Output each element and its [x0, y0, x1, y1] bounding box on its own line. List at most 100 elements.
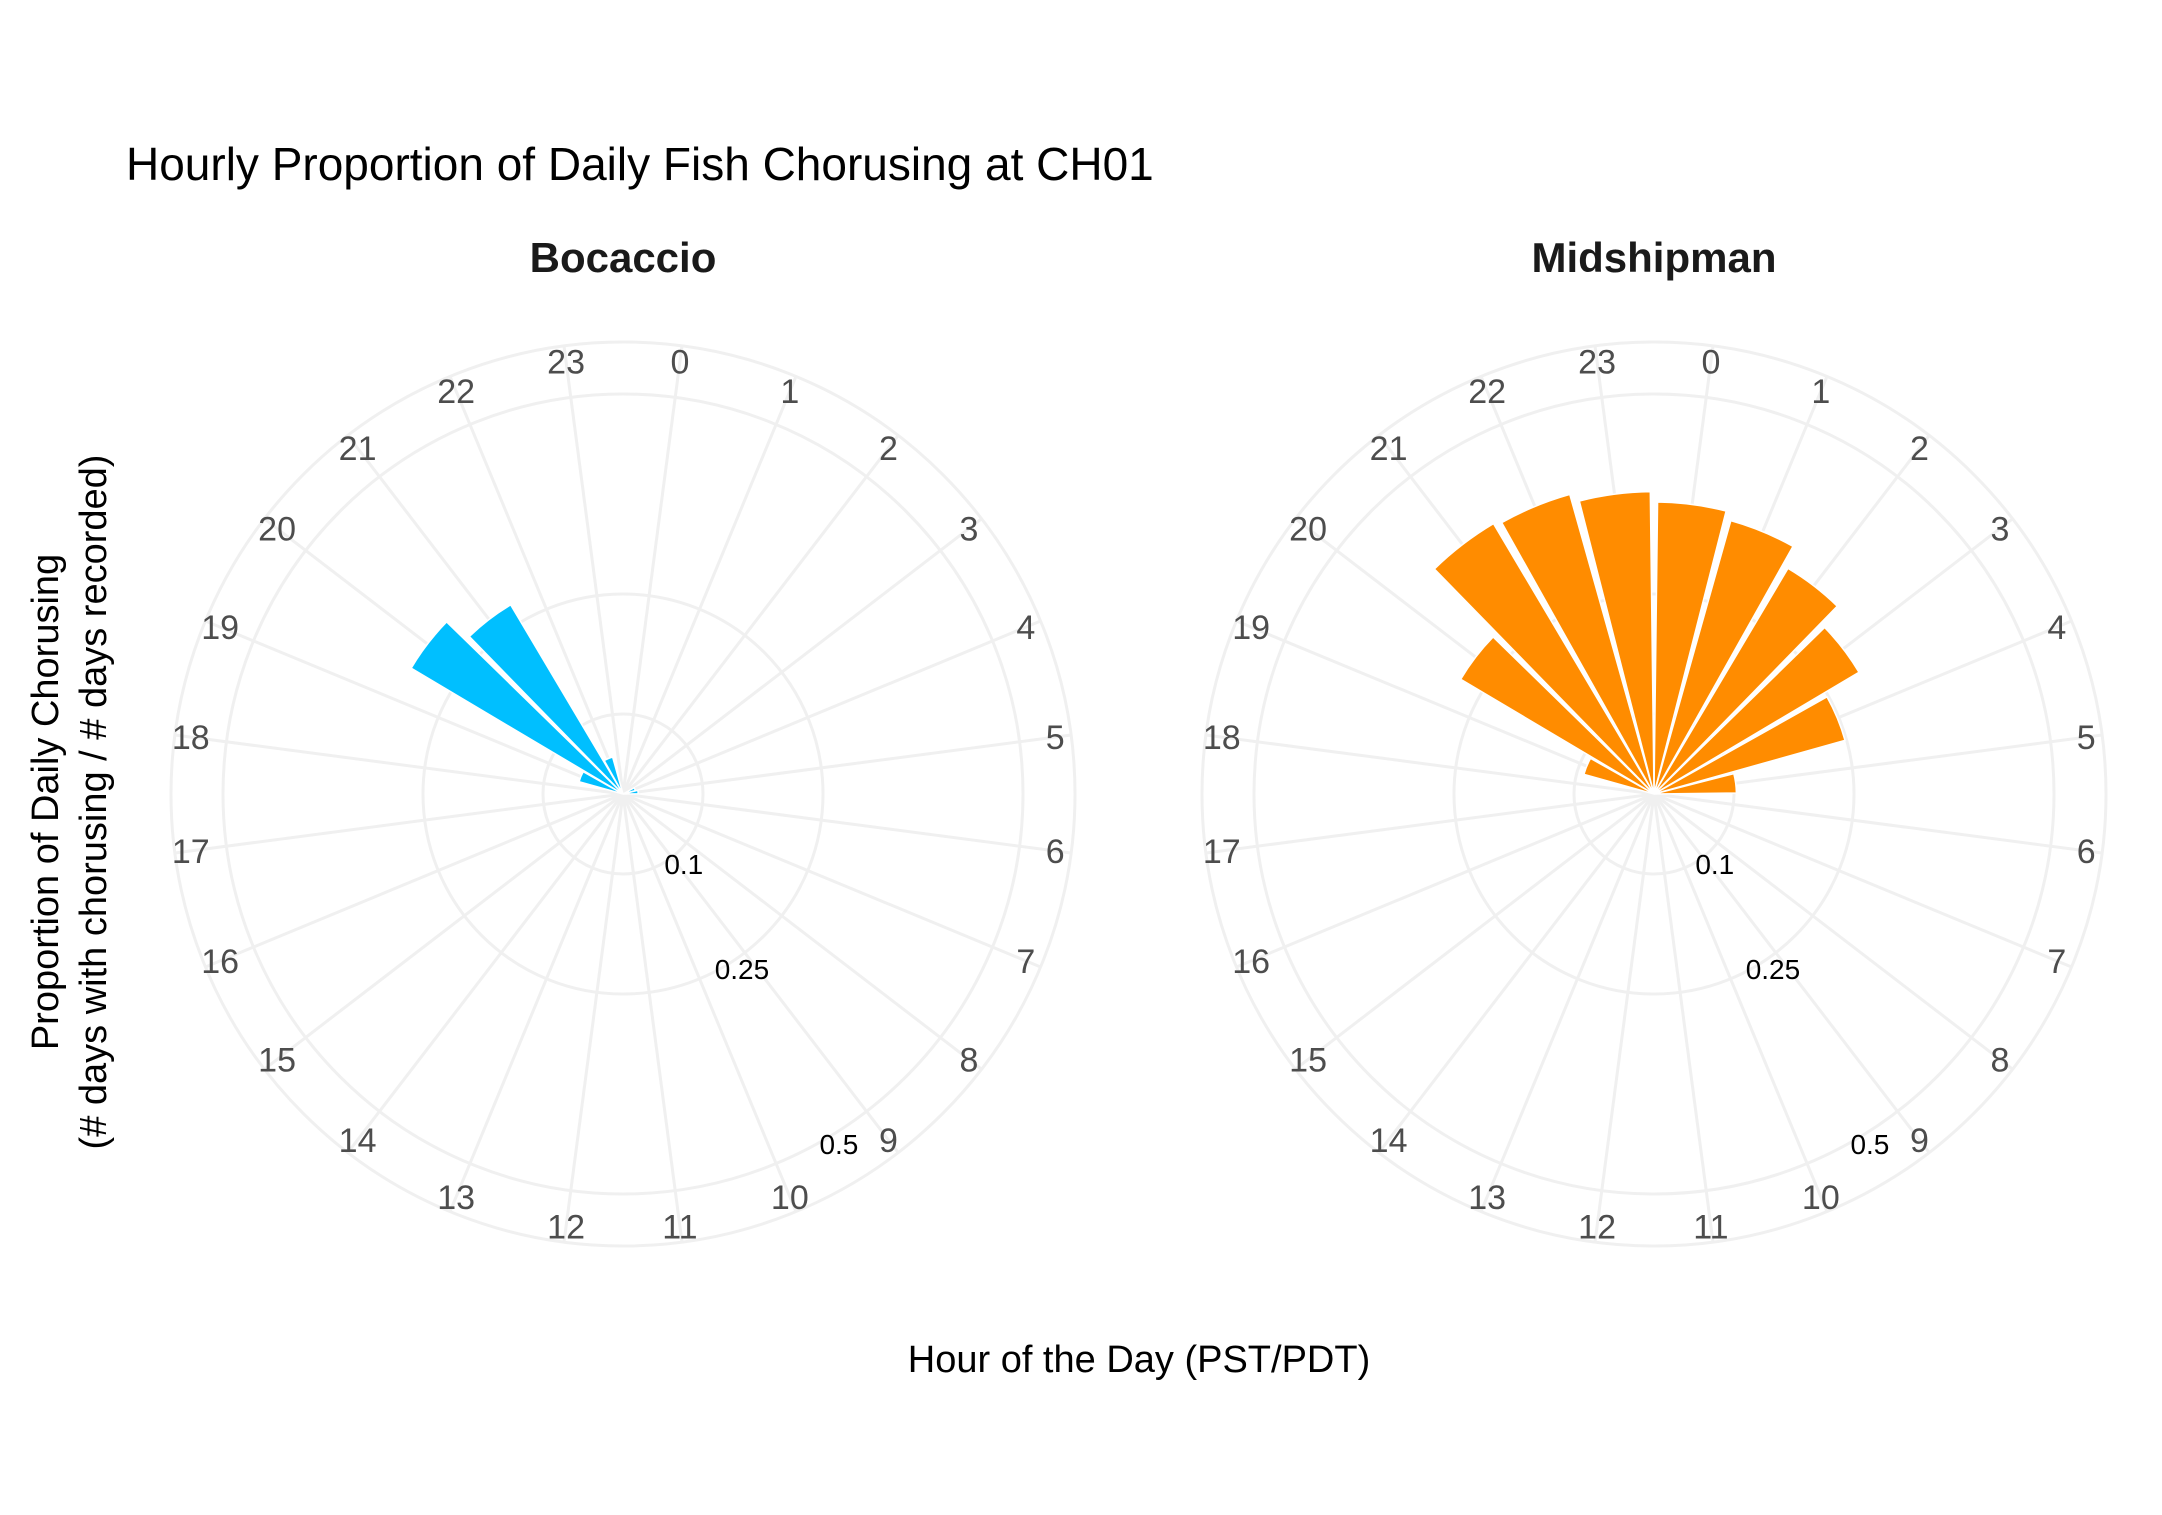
hour-tick-label: 6 [2077, 833, 2096, 871]
grid-spoke [448, 375, 625, 795]
bar-hour-3 [1653, 626, 1861, 795]
bars [1433, 490, 1861, 795]
hour-tick-label: 5 [2077, 719, 2096, 757]
grid-spoke [622, 792, 1072, 855]
grid-spoke [621, 434, 900, 795]
bar-hour-2 [1653, 567, 1839, 795]
grid-spoke [263, 792, 624, 1071]
grid-spoke [621, 793, 798, 1213]
grid-ring [1200, 340, 2108, 1248]
hour-tick-label: 18 [172, 719, 210, 757]
bar-hour-5 [622, 789, 639, 795]
hour-tick-label: 1 [1811, 373, 1830, 411]
grid-ring [221, 392, 1025, 1196]
grid-spoke [621, 375, 798, 795]
bar-hour-22 [603, 756, 624, 795]
y-axis-label-line-2: (# days with chorusing / # days recorded… [73, 455, 115, 1150]
bar-hour-22 [1500, 493, 1655, 795]
hour-tick-label: 8 [1990, 1041, 2009, 1079]
grid-spoke [1652, 793, 1931, 1154]
grid-spoke [622, 619, 1042, 796]
hour-tick-label: 15 [1289, 1041, 1327, 1079]
hour-tick-label: 0 [670, 344, 689, 382]
hour-tick-label: 3 [1990, 511, 2009, 549]
hour-tick-label: 9 [1910, 1122, 1929, 1160]
bar-hour-20 [410, 620, 624, 795]
x-axis-label: Hour of the Day (PST/PDT) [908, 1339, 1370, 1381]
grid-spoke [1653, 792, 2014, 1071]
bar-hour-1 [1653, 519, 1795, 795]
radial-tick-label: 0.25 [715, 954, 770, 985]
hour-tick-label: 11 [1693, 1208, 1728, 1246]
hour-tick-label: 15 [258, 1041, 296, 1079]
hour-tick-label: 20 [258, 511, 296, 549]
hour-tick-label: 17 [1203, 833, 1241, 871]
hour-tick-label: 6 [1046, 833, 1065, 871]
grid-spoke [562, 793, 625, 1243]
grid-spoke [1593, 793, 1656, 1243]
grid-spoke [622, 792, 1042, 969]
hour-tick-label: 17 [172, 833, 210, 871]
grid-spoke [346, 793, 625, 1154]
hour-tick-label: 19 [1232, 609, 1270, 647]
hour-tick-label: 14 [1370, 1122, 1408, 1160]
hour-tick-label: 7 [1016, 943, 1035, 981]
radial-tick-label: 0.25 [1746, 954, 1801, 985]
hour-tick-label: 21 [339, 430, 377, 468]
bar-hour-21 [468, 603, 624, 795]
grid-spoke [1235, 792, 1655, 969]
grid-spoke [562, 345, 625, 795]
hour-tick-label: 19 [201, 609, 239, 647]
hour-tick-label: 10 [1802, 1179, 1840, 1217]
grid-spoke [1235, 619, 1655, 796]
bar-hour-23 [1578, 490, 1655, 795]
y-axis-label: Proportion of Daily Chorusing (# days wi… [25, 455, 115, 1150]
hour-tick-label: 14 [339, 1122, 377, 1160]
hour-tick-label: 11 [662, 1208, 697, 1246]
grid-spoke [621, 345, 684, 795]
grid-ring [541, 712, 705, 876]
grid-spoke [1294, 792, 1655, 1071]
hour-tick-label: 23 [1578, 344, 1616, 382]
hour-tick-label: 0 [1701, 344, 1720, 382]
hour-tick-label: 9 [879, 1122, 898, 1160]
bar-hour-19 [1582, 757, 1655, 795]
facet-panel-midshipman: Midshipman012345678910111213141516171819… [1200, 234, 2108, 1248]
grid-spoke [622, 517, 983, 796]
hour-tick-label: 5 [1046, 719, 1065, 757]
grid-spoke [1377, 793, 1656, 1154]
facet-panel-bocaccio: Bocaccio01234567891011121314151617181920… [169, 234, 1077, 1248]
grid-spoke [204, 619, 624, 796]
grid-spoke [1653, 792, 2073, 969]
hour-tick-label: 20 [1289, 511, 1327, 549]
radial-tick-label: 0.1 [664, 849, 703, 880]
bar-hour-5 [1653, 772, 1738, 795]
grid-spoke [621, 793, 684, 1243]
hour-tick-label: 4 [2047, 609, 2066, 647]
hour-tick-label: 21 [1370, 430, 1408, 468]
radial-tick-label: 0.5 [819, 1129, 858, 1160]
grid-spoke [204, 792, 624, 969]
bar-hour-4 [1653, 695, 1846, 795]
facet-title: Bocaccio [530, 234, 717, 281]
grid-ring [421, 592, 825, 996]
radial-tick-label: 0.5 [1850, 1129, 1889, 1160]
hour-tick-label: 18 [1203, 719, 1241, 757]
grid-spoke [1205, 733, 1655, 796]
facet-title: Midshipman [1531, 234, 1776, 281]
hour-tick-label: 1 [780, 373, 799, 411]
grid-spoke [174, 733, 624, 796]
bar-hour-19 [578, 770, 624, 795]
grid-spoke [1652, 793, 1715, 1243]
hour-tick-label: 22 [437, 373, 475, 411]
grid-ring [1252, 392, 2056, 1196]
grid-spoke [174, 792, 624, 855]
hour-tick-label: 16 [1232, 943, 1270, 981]
bar-hour-21 [1433, 522, 1655, 795]
grid-spoke [1205, 792, 1655, 855]
chart-title: Hourly Proportion of Daily Fish Chorusin… [126, 138, 1154, 190]
grid-spoke [1653, 792, 2103, 855]
hour-tick-label: 13 [437, 1179, 475, 1217]
hour-tick-label: 3 [959, 511, 978, 549]
